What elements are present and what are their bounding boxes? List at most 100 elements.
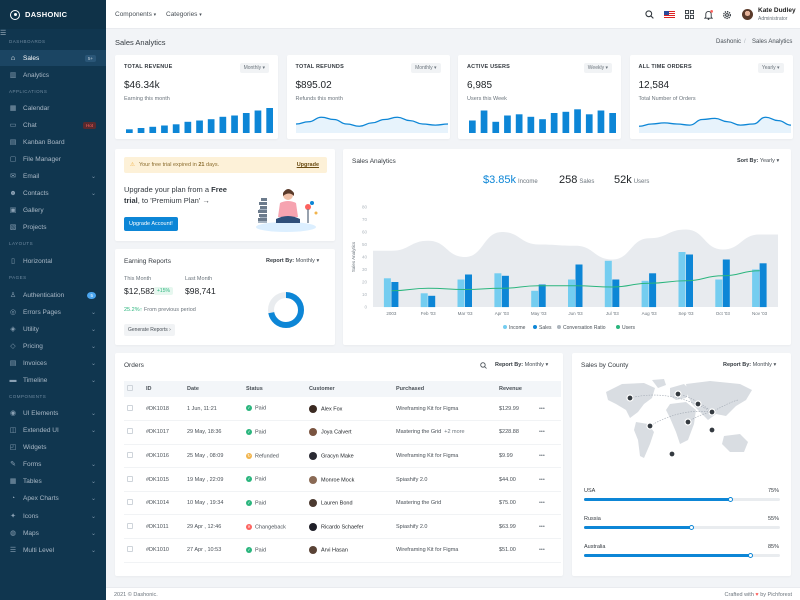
legend-item[interactable]: Sales (533, 325, 552, 331)
customer-name[interactable]: Gracyn Make (321, 453, 354, 460)
search-icon[interactable] (480, 362, 487, 371)
breadcrumb-root[interactable]: Dashonic (716, 39, 742, 45)
sidebar-item-ui-elements[interactable]: ◉ UI Elements ⌄ (0, 405, 106, 421)
table-row[interactable]: #DK1017 29 May, 18:36 ✓ Paid Joya Calvert Mas… (124, 420, 561, 445)
table-row[interactable]: #DK1011 29 Apr , 12:46 ✕ Changeback Ricardo … (124, 514, 561, 540)
legend-item[interactable]: Income (503, 325, 526, 331)
more-horizontal-icon[interactable]: ••• (539, 500, 545, 507)
sidebar-item-analytics[interactable]: ▥ Analytics (0, 67, 106, 83)
orders-report-filter[interactable]: Report By: Monthly ▾ (495, 362, 548, 368)
stat-filter-dropdown[interactable]: Monthly ▾ (239, 63, 269, 73)
bell-icon[interactable] (703, 9, 714, 20)
row-checkbox[interactable] (127, 522, 133, 529)
column-header-status[interactable]: Status (243, 381, 306, 397)
column-header-customer[interactable]: Customer (306, 381, 393, 397)
search-icon[interactable] (644, 9, 655, 20)
sidebar-item-tables[interactable]: ▦ Tables ⌄ (0, 473, 106, 489)
sidebar-item-utility[interactable]: ◈ Utility ⌄ (0, 321, 106, 337)
generate-reports-button[interactable]: Generate Reports › (124, 324, 175, 336)
map-marker[interactable] (708, 426, 716, 434)
row-checkbox[interactable] (127, 451, 133, 458)
sidebar-item-sales[interactable]: ⌂ Sales 5+ (0, 50, 106, 66)
sidebar-item-chat[interactable]: ▭ Chat Hot (0, 117, 106, 133)
sidebar-item-timeline[interactable]: ▬ Timeline ⌄ (0, 372, 106, 388)
sidebar-item-horizontal[interactable]: ▯ Horizontal (0, 253, 106, 269)
user-name[interactable]: Kate Dudley (758, 7, 796, 14)
avatar[interactable] (742, 9, 753, 20)
customer-name[interactable]: Lauren Bond (321, 500, 353, 507)
menu-toggle-icon[interactable]: ☰ (0, 30, 7, 37)
upgrade-link[interactable]: Upgrade (296, 162, 319, 168)
order-id[interactable]: #DK1014 (143, 491, 184, 516)
row-checkbox[interactable] (127, 428, 133, 435)
legend-item[interactable]: Users (616, 325, 636, 331)
us-flag-icon[interactable] (664, 11, 675, 19)
more-horizontal-icon[interactable]: ••• (539, 405, 545, 412)
gear-icon[interactable] (721, 9, 732, 20)
column-header-id[interactable]: ID (143, 381, 184, 397)
county-report-filter[interactable]: Report By: Monthly ▾ (723, 362, 776, 368)
sidebar-item-file-manager[interactable]: ▢ File Manager (0, 151, 106, 167)
order-id[interactable]: #DK1017 (143, 420, 184, 445)
sidebar-item-widgets[interactable]: ◰ Widgets (0, 439, 106, 455)
more-horizontal-icon[interactable]: ••• (539, 452, 545, 459)
customer-name[interactable]: Arvi Hasan (321, 547, 348, 554)
customer-name[interactable]: Alex Fox (321, 406, 343, 412)
order-id[interactable]: #DK1015 (143, 467, 184, 492)
order-id[interactable]: #DK1018 (143, 397, 184, 422)
sidebar-item-extended-ui[interactable]: ◫ Extended UI ⌄ (0, 422, 106, 438)
customer-name[interactable]: Ricardo Schaefer (321, 524, 364, 531)
row-checkbox[interactable] (127, 546, 133, 553)
more-horizontal-icon[interactable]: ••• (539, 429, 545, 436)
row-checkbox[interactable] (127, 475, 133, 482)
sidebar-item-icons[interactable]: ✦ Icons ⌄ (0, 508, 106, 524)
select-all-checkbox[interactable] (127, 385, 133, 391)
apps-grid-icon[interactable] (684, 9, 695, 20)
more-horizontal-icon[interactable]: ••• (539, 523, 545, 530)
sidebar-item-kanban-board[interactable]: ▤ Kanban Board (0, 134, 106, 150)
sort-by-filter[interactable]: Sort By: Yearly ▾ (737, 158, 779, 164)
table-row[interactable]: #DK1010 27 Apr , 10:53 ✓ Paid Arvi Hasan Wire… (124, 538, 561, 563)
column-header-purchased[interactable]: Purchased (393, 381, 496, 397)
column-header-revenue[interactable]: Revenue (496, 381, 536, 397)
column-header-date[interactable]: Date (184, 381, 243, 397)
table-row[interactable]: #DK1014 10 May , 19:34 ✓ Paid Lauren Bond Mas… (124, 491, 561, 516)
sidebar-item-forms[interactable]: ✎ Forms ⌄ (0, 456, 106, 472)
order-id[interactable]: #DK1011 (143, 514, 184, 540)
map-marker[interactable] (626, 394, 634, 402)
more-horizontal-icon[interactable]: ••• (539, 547, 545, 554)
map-marker[interactable] (646, 422, 654, 430)
order-id[interactable]: #DK1016 (143, 444, 184, 469)
customer-name[interactable]: Monroe Mock (321, 477, 355, 484)
map-marker[interactable] (708, 408, 716, 416)
categories-menu[interactable]: Categories ▾ (166, 11, 202, 18)
stat-filter-dropdown[interactable]: Yearly ▾ (757, 63, 784, 73)
map-marker[interactable] (674, 390, 682, 398)
sidebar-item-multi-level[interactable]: ☰ Multi Level ⌄ (0, 542, 106, 558)
more-horizontal-icon[interactable]: ••• (539, 476, 545, 483)
sidebar-item-contacts[interactable]: ☻ Contacts ⌄ (0, 185, 106, 201)
sidebar-item-errors-pages[interactable]: ◎ Errors Pages ⌄ (0, 304, 106, 320)
map-marker[interactable] (694, 400, 702, 408)
sidebar-item-invoices[interactable]: ▤ Invoices ⌄ (0, 355, 106, 371)
row-checkbox[interactable] (127, 499, 133, 506)
sidebar-item-calendar[interactable]: ▦ Calendar (0, 100, 106, 116)
sidebar-item-pricing[interactable]: ◇ Pricing ⌄ (0, 338, 106, 354)
sidebar-item-maps[interactable]: ◍ Maps ⌄ (0, 525, 106, 541)
sidebar-item-apex-charts[interactable]: ◔ Apex Charts ⌄ (0, 490, 106, 506)
order-id[interactable]: #DK1010 (143, 538, 184, 563)
stat-filter-dropdown[interactable]: Monthly ▾ (411, 63, 441, 73)
map-marker[interactable] (684, 418, 692, 426)
sidebar-item-gallery[interactable]: ▣ Gallery (0, 202, 106, 218)
table-row[interactable]: #DK1016 25 May , 08:09 ↻ Refunded Gracyn Mak… (124, 444, 561, 469)
more-items-link[interactable]: +2 more (444, 429, 465, 436)
sidebar-item-authentication[interactable]: ♙ Authentication 5 (0, 287, 106, 303)
sidebar-item-projects[interactable]: ▧ Projects (0, 219, 106, 235)
stat-filter-dropdown[interactable]: Weekly ▾ (583, 63, 612, 73)
sidebar-item-email[interactable]: ✉ Email ⌄ (0, 168, 106, 184)
table-row[interactable]: #DK1015 19 May , 22:09 ✓ Paid Monroe Mock Spi… (124, 467, 561, 492)
upgrade-account-button[interactable]: Upgrade Account! (124, 217, 178, 231)
table-row[interactable]: #DK1018 1 Jun, 11:21 ✓ Paid Alex Fox Wirefram… (124, 397, 561, 422)
brand[interactable]: DASHONIC (0, 0, 106, 29)
earning-report-filter[interactable]: Report By: Monthly ▾ (266, 258, 319, 264)
